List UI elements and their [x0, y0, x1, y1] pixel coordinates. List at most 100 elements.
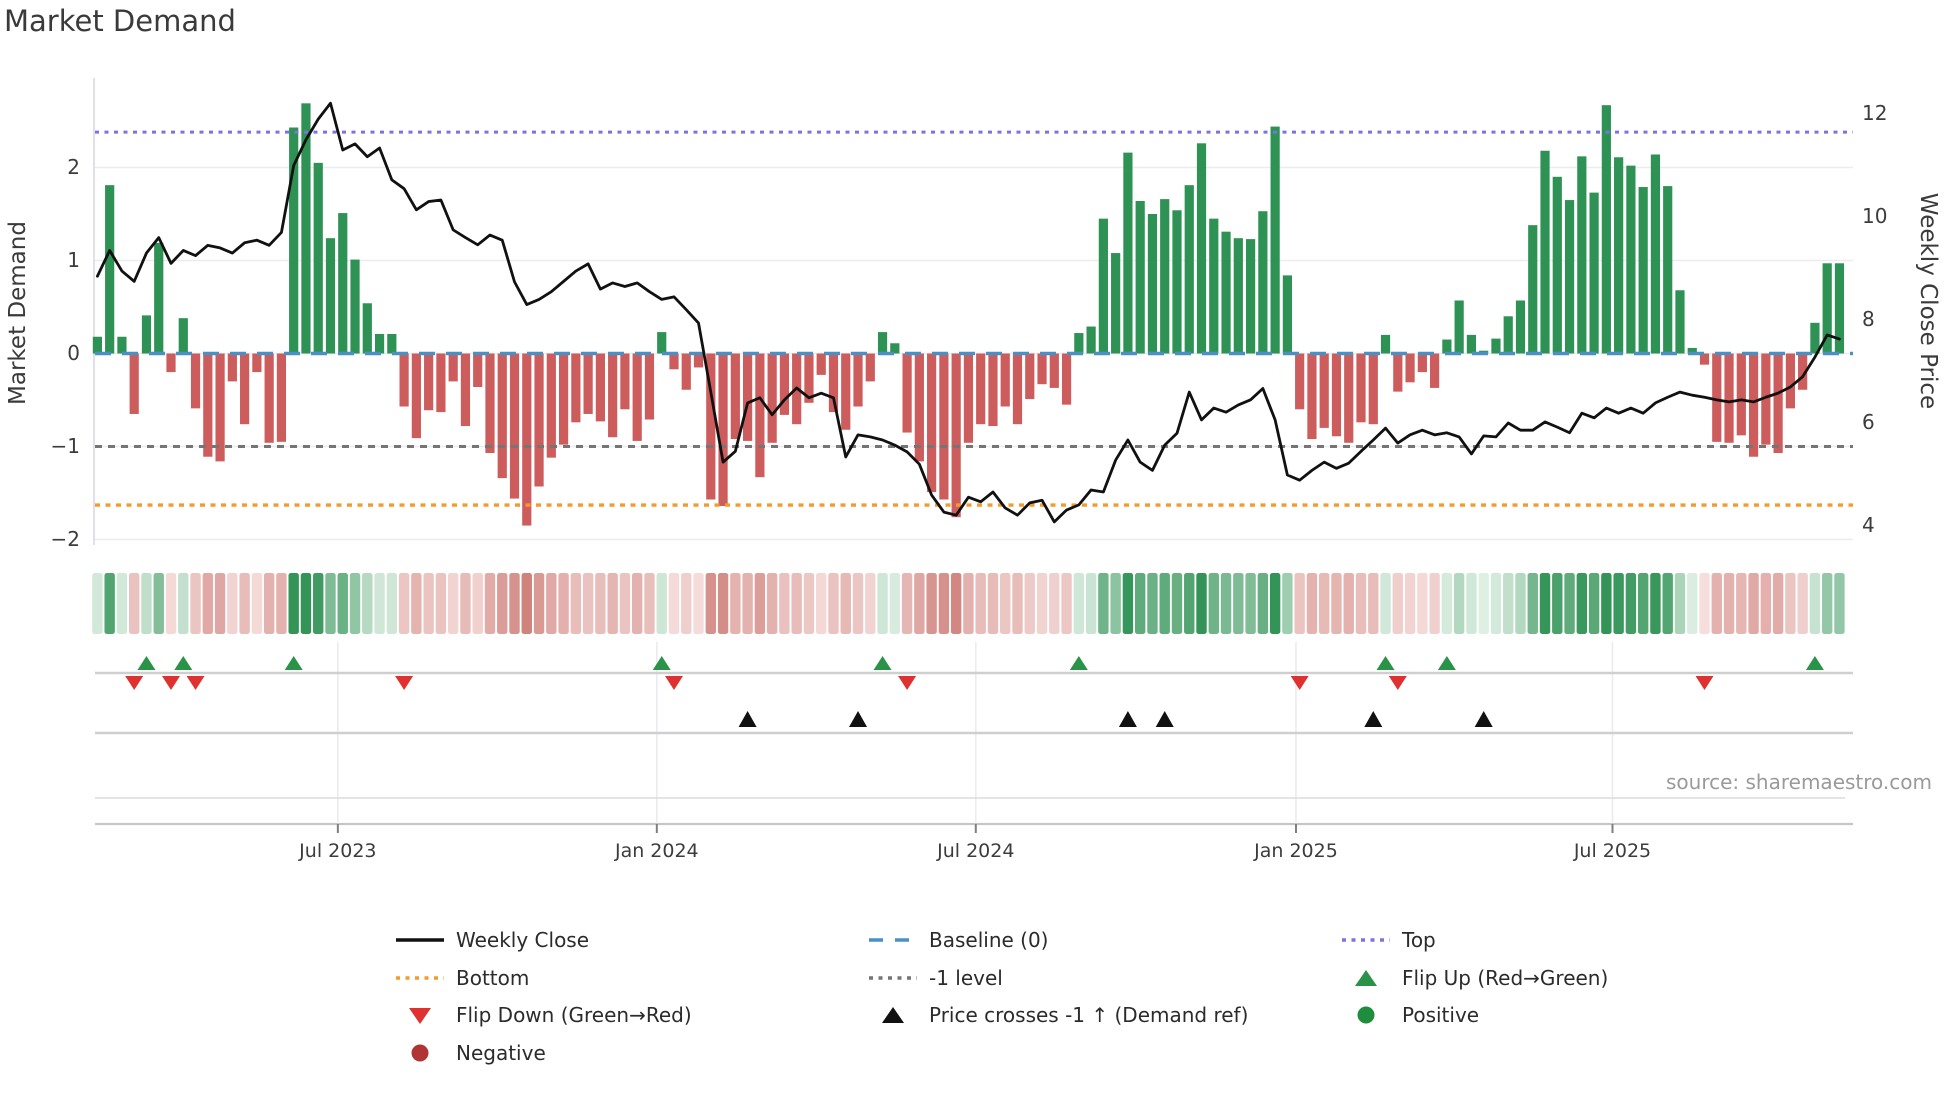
- demand-bar-negative: [1785, 353, 1795, 409]
- demand-bar-positive: [1282, 275, 1292, 354]
- heatmap-cell: [1012, 573, 1023, 634]
- demand-bar-negative: [473, 353, 483, 387]
- demand-bar-positive: [1380, 334, 1391, 354]
- demand-bar-positive: [1822, 263, 1832, 354]
- heatmap-cell: [214, 573, 226, 634]
- heatmap-cell: [1220, 573, 1232, 634]
- demand-bar-negative: [276, 353, 287, 442]
- demand-bar-positive: [178, 318, 188, 354]
- demand-bar-negative: [1748, 353, 1759, 457]
- heatmap-cell: [705, 573, 716, 634]
- demand-bar-positive: [141, 315, 152, 354]
- demand-bar-negative: [779, 353, 790, 415]
- demand-bar-negative: [1430, 353, 1440, 388]
- heatmap-cell: [1613, 573, 1624, 634]
- demand-bar-positive: [1515, 300, 1526, 354]
- legend-label: Baseline (0): [929, 928, 1049, 952]
- heatmap-cell: [1392, 573, 1404, 634]
- demand-bar-negative: [1025, 353, 1035, 400]
- demand-bar-positive: [1245, 239, 1256, 354]
- page-title: Market Demand: [4, 4, 236, 38]
- legend-item-price-crosses-1-demand-ref: Price crosses -1 ↑ (Demand ref): [867, 1001, 1248, 1029]
- heatmap-cell: [1073, 573, 1085, 634]
- demand-bar-negative: [927, 353, 937, 493]
- heatmap-cell: [1282, 573, 1293, 634]
- demand-bar-negative: [190, 353, 201, 409]
- heatmap-cell: [1601, 573, 1612, 634]
- demand-bar-negative: [497, 353, 507, 479]
- x-tick-label: Jan 2025: [1254, 840, 1338, 862]
- demand-bar-positive: [1135, 200, 1145, 354]
- heatmap-cell: [1098, 573, 1109, 634]
- heatmap-cell: [1797, 573, 1808, 634]
- demand-bar-negative: [939, 353, 949, 500]
- legend-item-bottom: Bottom: [394, 964, 529, 992]
- flip-down-marker: [162, 676, 181, 690]
- demand-bar-negative: [644, 353, 655, 420]
- demand-bar-negative: [240, 353, 250, 425]
- demand-bar-positive: [350, 259, 360, 354]
- heatmap-cell: [877, 573, 888, 634]
- heatmap-cell: [1147, 573, 1158, 634]
- heatmap-cell: [460, 573, 471, 634]
- heatmap-cell: [1380, 573, 1391, 634]
- heatmap-cell: [1527, 573, 1538, 634]
- demand-bar-positive: [92, 336, 102, 354]
- y-right-tick-label: 10: [1862, 204, 1888, 228]
- price-cross-marker: [1118, 711, 1137, 727]
- heatmap-cell: [1564, 573, 1575, 634]
- y-left-tick-label: 0: [67, 340, 80, 365]
- heatmap-cell: [411, 573, 422, 634]
- demand-bar-positive: [890, 343, 900, 354]
- heatmap-cell: [1588, 573, 1600, 634]
- heatmap-cell: [1821, 573, 1833, 634]
- heatmap-cell: [558, 573, 569, 634]
- demand-bar-negative: [1405, 353, 1415, 383]
- heatmap-cell: [1184, 573, 1195, 634]
- heatmap-cell: [251, 573, 263, 634]
- heatmap-cell: [1257, 573, 1269, 634]
- flip-up-marker: [284, 656, 303, 670]
- demand-bar-negative: [558, 353, 569, 445]
- heatmap-cell: [472, 573, 483, 634]
- legend-label: Bottom: [456, 966, 530, 990]
- heatmap-cell: [1625, 573, 1637, 634]
- heatmap-cell: [1736, 573, 1747, 634]
- demand-bar-negative: [681, 353, 691, 390]
- heatmap-cell: [313, 573, 324, 634]
- demand-bar-negative: [1773, 353, 1783, 454]
- demand-bar-negative: [571, 353, 581, 423]
- legend-label: -1 level: [929, 966, 1003, 990]
- demand-bar-positive: [338, 213, 348, 354]
- demand-bar-negative: [436, 353, 446, 413]
- heatmap-cell: [1711, 573, 1722, 634]
- legend-label: Flip Down (Green→Red): [456, 1003, 692, 1027]
- legend-label: Top: [1402, 928, 1436, 952]
- heatmap-cell: [852, 573, 864, 634]
- demand-bar-positive: [1540, 150, 1550, 354]
- price-cross-marker: [738, 711, 757, 727]
- demand-bar-positive: [1601, 105, 1611, 354]
- demand-bar-negative: [816, 353, 826, 375]
- flip-down-marker: [186, 676, 205, 690]
- demand-bar-positive: [1638, 187, 1648, 354]
- demand-bar-negative: [608, 353, 618, 438]
- heatmap-cell: [288, 573, 299, 634]
- heatmap-cell: [1760, 573, 1772, 634]
- demand-bar-positive: [1184, 185, 1194, 354]
- demand-bar-positive: [1270, 126, 1280, 354]
- heatmap-cell: [398, 573, 410, 634]
- demand-bar-positive: [1589, 192, 1599, 354]
- demand-bar-negative: [399, 353, 409, 407]
- legend-swatch-triangle-up: [1355, 970, 1377, 986]
- demand-bar-negative: [264, 353, 274, 443]
- demand-bar-positive: [1577, 156, 1587, 354]
- heatmap-cell: [717, 573, 729, 634]
- demand-bar-positive: [657, 332, 667, 354]
- legend-label: Price crosses -1 ↑ (Demand ref): [929, 1003, 1249, 1027]
- heatmap-cell: [668, 573, 680, 634]
- demand-bar-negative: [1012, 353, 1023, 425]
- heatmap-cell: [1355, 573, 1367, 634]
- flip-up-marker: [873, 656, 892, 670]
